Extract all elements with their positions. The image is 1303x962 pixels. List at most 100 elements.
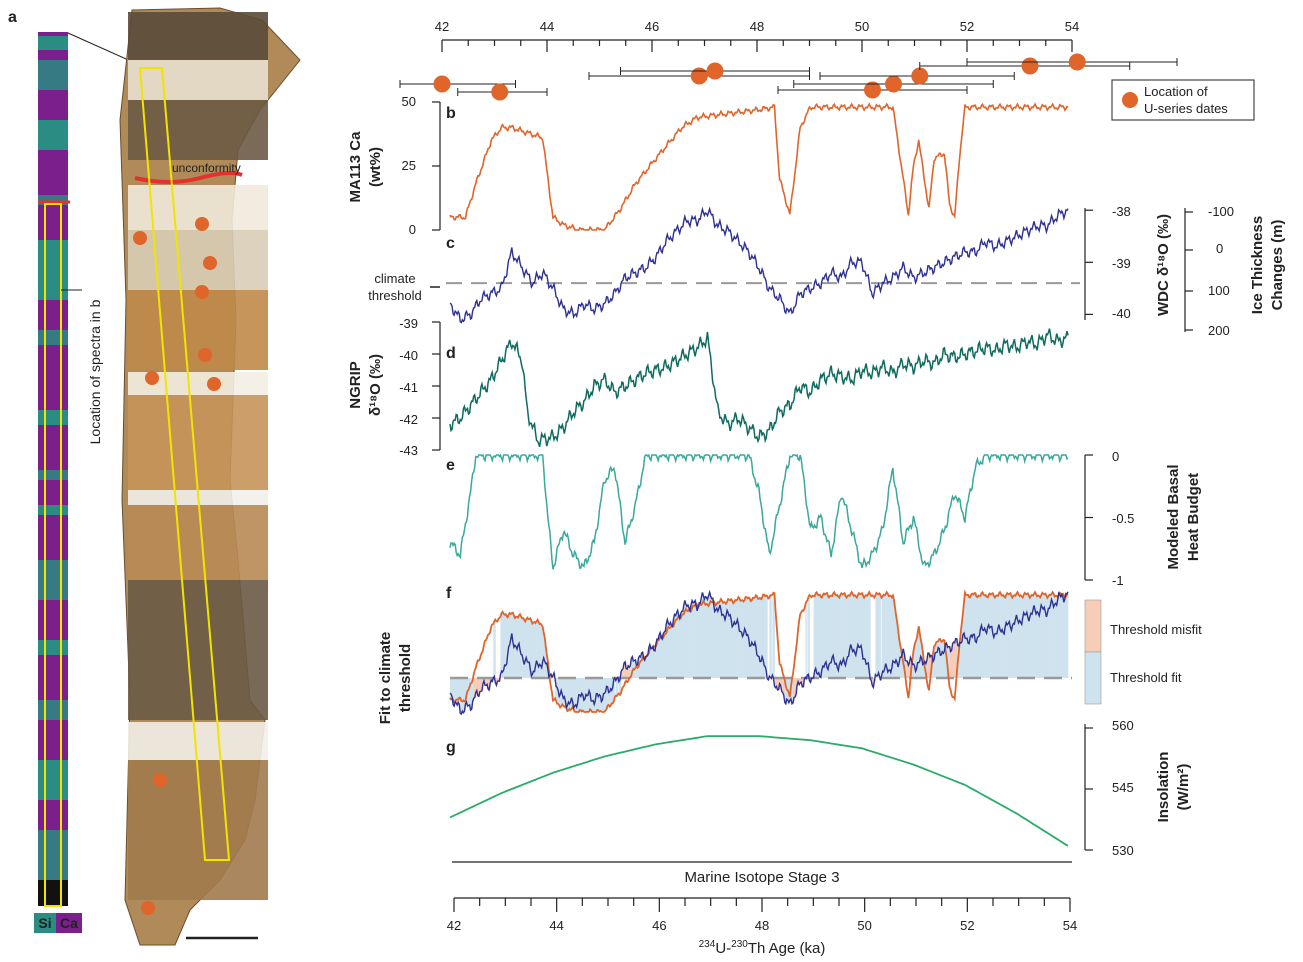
fit-area xyxy=(606,678,608,710)
rock-date-marker xyxy=(133,231,147,245)
fit-area xyxy=(635,660,637,678)
fit-area xyxy=(754,597,757,678)
fit-area xyxy=(826,593,829,678)
fit-area xyxy=(773,592,775,678)
top-tick-label: 52 xyxy=(960,19,974,34)
fit-area xyxy=(510,613,513,678)
fit-area xyxy=(1014,595,1016,678)
fit-area xyxy=(822,594,825,678)
misfit-area xyxy=(626,668,628,678)
fit-area xyxy=(918,626,921,678)
fit-area xyxy=(834,592,836,678)
fit-area xyxy=(846,597,848,678)
fit-area xyxy=(763,594,765,678)
fit-area xyxy=(504,614,507,678)
fit-area xyxy=(583,678,586,712)
fit-area xyxy=(721,600,724,678)
fit-area xyxy=(464,678,466,712)
fit-area xyxy=(468,678,470,706)
fit-area xyxy=(859,594,862,678)
fit-area xyxy=(699,602,701,678)
fit-area xyxy=(915,641,917,678)
fit-area xyxy=(652,646,655,678)
misfit-area xyxy=(792,678,795,703)
fit-area xyxy=(1060,593,1063,678)
dates-legend-marker xyxy=(1122,92,1138,108)
fit-area xyxy=(740,600,742,678)
fit-area xyxy=(666,623,668,678)
fit-area xyxy=(534,622,536,678)
fit-area xyxy=(619,678,622,695)
fit-area xyxy=(845,595,847,678)
fit-area xyxy=(688,608,691,678)
fit-area xyxy=(642,652,645,678)
b-tick-label: 50 xyxy=(402,94,416,109)
threshold-fills xyxy=(450,592,1069,715)
fit-area xyxy=(674,614,676,678)
fit-area xyxy=(865,596,867,678)
rock-date-markers xyxy=(133,217,221,915)
fit-area xyxy=(469,678,471,705)
fit-area xyxy=(1012,597,1014,678)
fit-area xyxy=(738,597,740,678)
climate-threshold-label-1: climate xyxy=(374,271,415,286)
fit-area xyxy=(663,633,665,678)
rock-band xyxy=(128,372,268,395)
fit-area xyxy=(866,595,868,678)
fit-area xyxy=(681,611,684,678)
fit-area xyxy=(1005,597,1007,678)
fit-area xyxy=(643,656,646,678)
rock-band xyxy=(128,12,268,60)
fit-area xyxy=(701,597,703,678)
fit-area xyxy=(529,618,531,678)
fit-area xyxy=(1025,594,1028,678)
fit-area xyxy=(654,646,657,678)
fit-area xyxy=(1023,595,1026,678)
misfit-area xyxy=(799,678,801,685)
fit-area xyxy=(967,595,969,678)
fit-legend-swatch xyxy=(1084,651,1102,705)
fit-area xyxy=(1049,594,1051,678)
fit-area xyxy=(675,615,677,678)
fit-area xyxy=(817,594,820,678)
fit-area xyxy=(981,593,983,678)
fit-area xyxy=(509,613,512,678)
misfit-area xyxy=(926,660,929,678)
fit-area xyxy=(460,678,462,714)
fit-area xyxy=(612,678,615,704)
fit-area xyxy=(878,594,880,678)
fit-area xyxy=(820,596,823,678)
fit-area xyxy=(816,592,819,678)
fit-area xyxy=(533,622,535,678)
fit-area xyxy=(902,654,904,678)
d-tick-label: -41 xyxy=(399,380,418,395)
misfit-area xyxy=(620,672,623,678)
top-tick-label: 54 xyxy=(1065,19,1079,34)
fit-area xyxy=(715,605,718,678)
fit-area xyxy=(673,619,675,678)
fit-area xyxy=(990,594,993,678)
fit-area xyxy=(1024,592,1027,678)
misfit-area xyxy=(798,678,800,682)
fit-area xyxy=(470,678,473,711)
misfit-area xyxy=(928,653,931,678)
fit-area xyxy=(1050,595,1052,678)
fit-area xyxy=(520,614,522,678)
fit-area xyxy=(506,616,509,678)
misfit-area xyxy=(801,678,803,683)
fit-area xyxy=(494,621,496,678)
fit-area xyxy=(944,640,946,678)
fit-area xyxy=(759,598,761,678)
fit-area xyxy=(1052,592,1054,678)
misfit-area xyxy=(486,678,488,686)
fit-area xyxy=(457,678,459,706)
c-wdc-ylabel: WDC δ¹⁸O (‰) xyxy=(1155,214,1172,316)
fit-area xyxy=(867,595,869,678)
bottom-tick-label: 52 xyxy=(960,918,974,933)
misfit-area xyxy=(495,678,497,683)
top-tick-label: 42 xyxy=(435,19,449,34)
fit-area xyxy=(888,596,891,678)
fit-area xyxy=(997,595,1000,678)
fit-area xyxy=(659,635,661,678)
bottom-tick-label: 44 xyxy=(549,918,563,933)
